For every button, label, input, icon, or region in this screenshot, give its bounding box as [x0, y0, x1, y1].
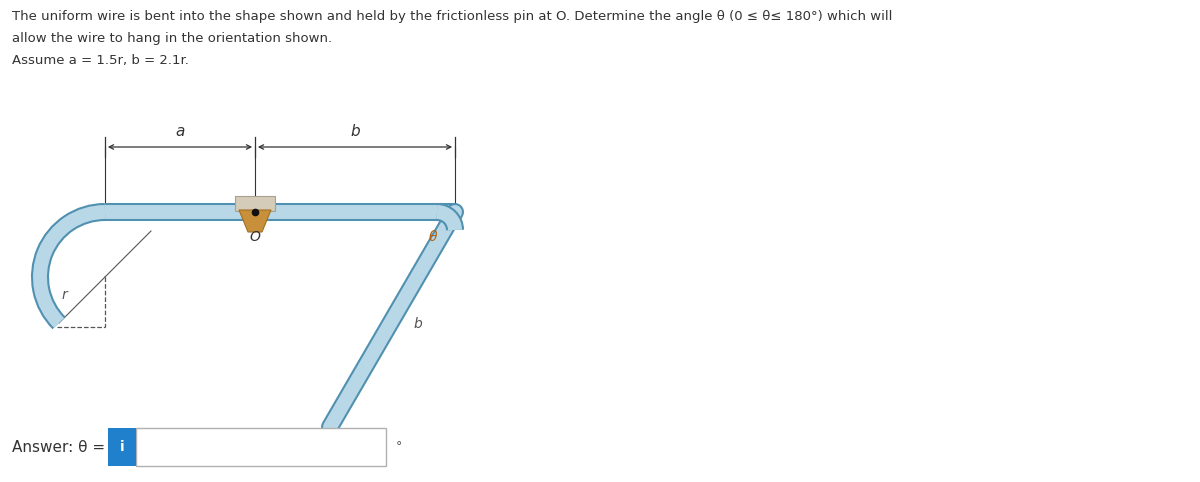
Text: θ: θ: [428, 230, 437, 244]
Text: O: O: [250, 230, 260, 244]
Text: °: °: [396, 441, 402, 454]
Text: i: i: [120, 440, 125, 454]
Text: b: b: [350, 124, 360, 139]
FancyBboxPatch shape: [235, 196, 275, 211]
Text: The uniform wire is bent into the shape shown and held by the frictionless pin a: The uniform wire is bent into the shape …: [12, 10, 893, 23]
Text: Answer: θ =: Answer: θ =: [12, 440, 110, 455]
Text: allow the wire to hang in the orientation shown.: allow the wire to hang in the orientatio…: [12, 32, 332, 45]
Text: Assume a = 1.5r, b = 2.1r.: Assume a = 1.5r, b = 2.1r.: [12, 54, 188, 67]
FancyBboxPatch shape: [136, 428, 386, 466]
Text: r: r: [61, 288, 67, 302]
Polygon shape: [239, 210, 271, 232]
Text: b: b: [413, 318, 422, 332]
Text: a: a: [175, 124, 185, 139]
FancyBboxPatch shape: [108, 428, 136, 466]
